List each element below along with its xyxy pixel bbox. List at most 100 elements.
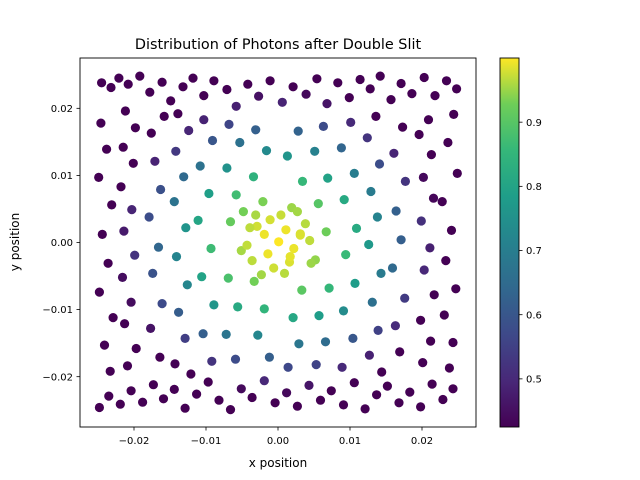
scatter-point [313,199,323,209]
scatter-point [444,363,454,373]
x-tick-label: −0.02 [119,436,150,447]
scatter-point [184,125,194,136]
scatter-point [339,195,349,205]
scatter-point [138,397,148,407]
scatter-point [438,394,448,405]
colorbar-tick-label: 0.8 [526,182,542,193]
scatter-point [259,376,269,386]
colorbar-tick-label: 0.6 [526,310,542,321]
scatter-point [158,394,169,404]
scatter-point [416,315,426,325]
scatter-point [322,99,332,109]
scatter-point [321,227,331,237]
scatter-point [365,84,375,94]
scatter-point [253,330,263,340]
scatter-point [349,168,359,178]
scatter-point [443,137,453,148]
scatter-point [277,97,287,107]
scatter-point [315,395,326,405]
scatter-point [265,76,275,86]
scatter-point [419,72,429,83]
scatter-point [338,400,349,410]
scatter-point [123,79,133,89]
scatter-point [108,313,118,323]
scatter-point [318,121,328,131]
scatter-point [171,146,181,156]
scatter-point [428,193,439,203]
scatter-point [349,378,359,388]
scatter-point [107,200,117,210]
scatter-point [425,243,435,253]
scatter-point [416,216,426,226]
scatter-point [120,319,130,329]
scatter-point [333,78,343,88]
scatter-point [159,111,169,121]
scatter-point [292,207,302,217]
scatter-point [311,360,321,370]
scatter-point [144,212,154,222]
scatter-point [106,82,116,93]
y-tick-label: 0.01 [51,171,73,182]
scatter-point [128,158,138,168]
scatter-point [446,225,457,235]
scatter-point [96,118,106,128]
scatter-point [231,190,241,200]
scatter-point [242,240,252,250]
scatter-point [122,361,133,371]
scatter-point [341,250,351,260]
y-tick-label: 0.00 [51,238,73,249]
scatter-point [283,362,293,372]
scatter-point [130,123,140,133]
scatter-point [238,207,248,217]
colorbar-tick-label: 0.5 [526,374,542,385]
scatter-point [297,176,308,186]
scatter-point [182,280,192,290]
scatter-point [97,78,107,88]
scatter-point [350,278,360,288]
scatter-point [258,197,268,207]
scatter-point [367,297,377,307]
scatter-point [166,96,176,106]
scatter-point [423,115,434,125]
scatter-point [188,73,198,83]
scatter-point [292,401,302,411]
scatter-point [245,223,255,233]
scatter-point [102,144,112,154]
scatter-point [338,306,349,316]
scatter-point [261,146,272,156]
scatter-point [94,172,104,182]
scatter-point [396,235,406,245]
scatter-point [398,122,408,132]
x-tick-label: 0.00 [267,436,289,447]
scatter-point [230,354,241,364]
scatter-point [400,176,410,186]
y-tick-label: −0.01 [42,305,73,316]
scatter-point [145,87,155,97]
scatter-point [169,197,179,207]
scatter-point [439,310,449,320]
x-tick-label: −0.01 [191,436,222,447]
chart-title: Distribution of Photons after Double Sli… [135,37,422,53]
scatter-point [376,268,386,278]
scatter-point [449,109,459,119]
scatter-point [117,272,128,282]
scatter-point [371,111,381,121]
scatter-point [199,115,209,125]
x-tick-label: 0.02 [411,436,433,447]
scatter-point [193,215,203,225]
scatter-point [448,337,458,348]
y-tick-label: 0.02 [51,104,73,115]
scatter-point [223,273,233,283]
scatter-point [310,146,320,156]
scatter-points [94,71,462,415]
scatter-point [366,186,376,197]
scatter-point [222,84,232,95]
scatter-point [146,323,156,333]
scatter-point [127,205,137,215]
scatter-point [407,89,417,99]
scatter-point [416,402,426,412]
scatter-point [235,137,245,148]
scatter-point [394,398,404,408]
scatter-point [131,343,141,354]
scatter-point [269,263,279,273]
